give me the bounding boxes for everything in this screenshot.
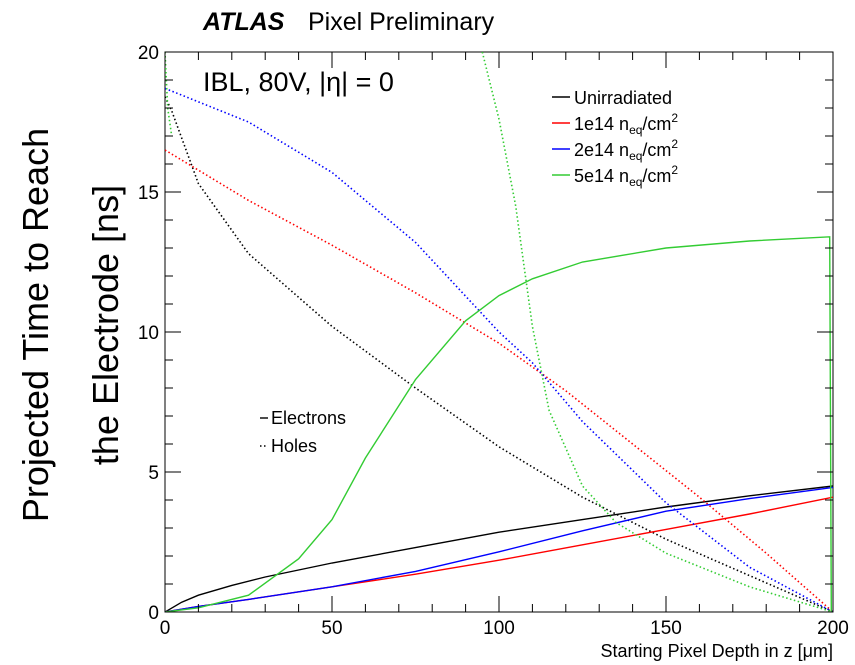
series-electrons-2 — [165, 496, 833, 612]
carrier-legend-entry: Electrons — [271, 408, 346, 428]
plot-frame — [164, 51, 834, 613]
y-axis-label-line1: Projected Time to Reach — [15, 128, 56, 522]
x-tick-label: 200 — [817, 618, 849, 639]
series-holes-1 — [165, 96, 833, 612]
y-tick-label: 15 — [138, 183, 159, 204]
series-holes-7 — [481, 52, 833, 612]
legend-entry: 1e14 neq/cm2 — [574, 111, 678, 137]
legend-entry: 5e14 neq/cm2 — [574, 163, 678, 189]
series-holes-5 — [165, 87, 833, 612]
legend-entry: Unirradiated — [574, 88, 672, 108]
series-layer — [165, 52, 833, 612]
condition-label: IBL, 80V, |η| = 0 — [203, 67, 394, 97]
x-tick-label: 100 — [483, 618, 515, 639]
carrier-legend-entry: Holes — [271, 436, 317, 456]
x-tick-label: 150 — [650, 618, 682, 639]
y-axis-label: Projected Time to Reach the Electrode [n… — [15, 128, 126, 522]
series-holes-3 — [165, 149, 833, 612]
y-tick-label: 5 — [148, 463, 159, 484]
x-tick-label: 50 — [321, 618, 342, 639]
series-electrons-4 — [165, 486, 833, 612]
series-electrons-0 — [165, 485, 833, 612]
x-axis-label: Starting Pixel Depth in z [μm] — [601, 641, 833, 661]
y-axis-label-line2: the Electrode [ns] — [85, 185, 126, 465]
y-tick-label: 0 — [148, 603, 159, 624]
legend-entry: 2e14 neq/cm2 — [574, 137, 678, 163]
chart-title-bold: ATLAS — [202, 8, 285, 36]
carrier-legend: Electrons Holes — [260, 408, 346, 456]
axis-ticks: 0 50 100 150 200 0 5 10 15 20 — [138, 43, 849, 639]
series-holes-8 — [165, 52, 173, 137]
y-tick-label: 20 — [138, 43, 159, 64]
plot-area — [164, 51, 834, 613]
chart-title-rest: Pixel Preliminary — [308, 8, 495, 36]
x-tick-label: 0 — [160, 618, 171, 639]
y-tick-label: 10 — [138, 323, 159, 344]
series-electrons-6 — [165, 236, 832, 612]
